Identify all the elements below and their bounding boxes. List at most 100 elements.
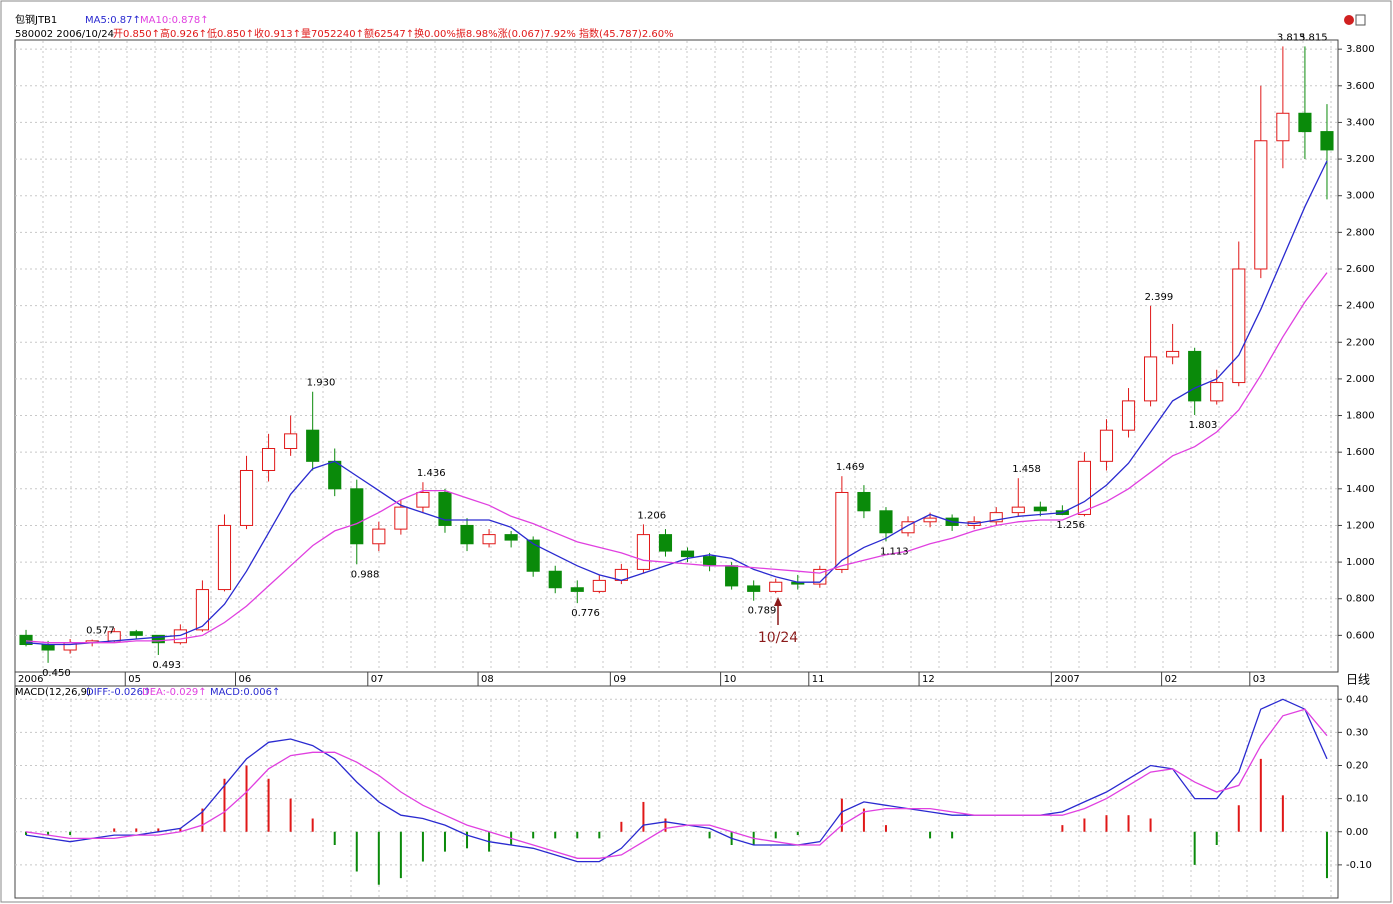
y-tick-label: 0.30 (1346, 727, 1368, 738)
price-annotation: 1.206 (637, 510, 666, 521)
y-tick-label: 0.20 (1346, 761, 1368, 772)
tool-icon (1344, 14, 1366, 26)
stock-name: 包钢JTB1 (15, 13, 57, 26)
dea-line (25, 708, 1328, 859)
macd-label: MACD:0.006↑ (210, 687, 280, 698)
x-tick-label: 05 (128, 674, 141, 685)
ma10-label: MA10:0.878↑ (140, 15, 209, 26)
candle-body (592, 579, 606, 592)
y-tick-label: -0.10 (1346, 860, 1372, 871)
candle-body (372, 528, 386, 545)
x-tick-label: 2007 (1054, 674, 1079, 685)
candle-body (658, 534, 673, 552)
candle-body (636, 534, 650, 570)
ma5-label: MA5:0.87↑ (85, 15, 141, 26)
y-tick-label: 3.600 (1346, 81, 1375, 92)
price-panel (14, 39, 1339, 673)
y-tick-label: 0.600 (1346, 630, 1375, 641)
price-annotation: 1.436 (417, 468, 446, 479)
candle-body (195, 589, 209, 631)
macd-title: MACD(12,26,9) (15, 687, 91, 698)
y-tick-label: 1.000 (1346, 557, 1375, 568)
candle-body (328, 460, 342, 490)
diff-line (25, 698, 1328, 863)
date-marker: 10/24 (758, 597, 798, 646)
candle-body (1166, 350, 1180, 358)
candle-body (1276, 112, 1290, 142)
price-annotation: 1.113 (880, 546, 909, 557)
candle-body (1188, 350, 1202, 402)
candle-body (41, 644, 55, 651)
candle-body (1320, 131, 1334, 151)
y-tick-label: 3.800 (1346, 44, 1375, 55)
marker-label: 10/24 (758, 630, 798, 646)
candle-body (1254, 140, 1268, 270)
y-tick-label: 0.00 (1346, 827, 1368, 838)
candle-body (1033, 506, 1047, 512)
candle-body (306, 429, 320, 462)
candle-body (989, 512, 1003, 523)
candle-body (239, 469, 254, 526)
candle-body (923, 517, 937, 523)
candle-body (1232, 268, 1246, 384)
y-tick-label: 3.000 (1346, 191, 1375, 202)
candle-body (1011, 506, 1025, 514)
candle-body (526, 539, 540, 572)
diff-label: DIFF:-0.026↑ (86, 687, 151, 698)
y-tick-label: 2.400 (1346, 301, 1375, 312)
price-annotation: 1.469 (836, 462, 865, 473)
code-date: 580002 2006/10/24 (15, 29, 114, 40)
x-tick-label: 09 (613, 674, 626, 685)
x-tick-label: 10 (724, 674, 737, 685)
y-tick-label: 2.800 (1346, 227, 1375, 238)
candle-body (725, 565, 739, 587)
x-tick-label: 02 (1165, 674, 1178, 685)
y-tick-label: 1.200 (1346, 520, 1375, 531)
candle-body (350, 488, 364, 545)
candle-body (1298, 112, 1312, 133)
candle-body (1144, 356, 1158, 402)
y-tick-label: 1.600 (1346, 447, 1375, 458)
price-annotation: 1.803 (1189, 420, 1218, 431)
price-annotation: 0.493 (152, 660, 181, 671)
candle-body (19, 634, 33, 646)
y-tick-label: 3.400 (1346, 117, 1375, 128)
candle-body (570, 587, 584, 592)
candle-body (548, 570, 562, 589)
candle-body (680, 550, 695, 558)
price-annotation: 0.450 (42, 668, 71, 679)
y-tick-label: 0.800 (1346, 594, 1375, 605)
price-annotation: 0.988 (351, 569, 380, 580)
price-annotation: 3.815 (1277, 32, 1306, 43)
y-tick-label: 1.400 (1346, 484, 1375, 495)
price-annotation: 1.256 (1056, 520, 1085, 531)
candle-body (1210, 382, 1224, 402)
y-tick-label: 2.200 (1346, 337, 1375, 348)
candle-body (769, 581, 783, 592)
y-tick-label: 1.800 (1346, 411, 1375, 422)
candle-body (504, 534, 518, 541)
price-annotation: 0.776 (571, 608, 600, 619)
y-tick-label: 0.10 (1346, 794, 1368, 805)
candle-body (703, 556, 717, 567)
y-tick-label: 2.000 (1346, 374, 1375, 385)
x-tick-label: 12 (922, 674, 935, 685)
x-tick-label: 07 (371, 674, 384, 685)
price-annotation: 1.930 (307, 378, 336, 389)
candle-body (1099, 429, 1114, 462)
candle-body (217, 524, 232, 591)
x-tick-label: 08 (481, 674, 494, 685)
x-tick-label: 06 (239, 674, 252, 685)
candle-body (151, 634, 165, 644)
x-tick-label: 03 (1253, 674, 1266, 685)
candle-body (1121, 400, 1136, 431)
price-annotation: 2.399 (1145, 292, 1174, 303)
candle-body (416, 491, 430, 508)
price-annotation: 1.458 (1012, 464, 1041, 475)
period-label: 日线 (1346, 673, 1370, 687)
candle-body (857, 491, 871, 512)
candle-body (262, 448, 276, 471)
candle-body (129, 631, 143, 636)
